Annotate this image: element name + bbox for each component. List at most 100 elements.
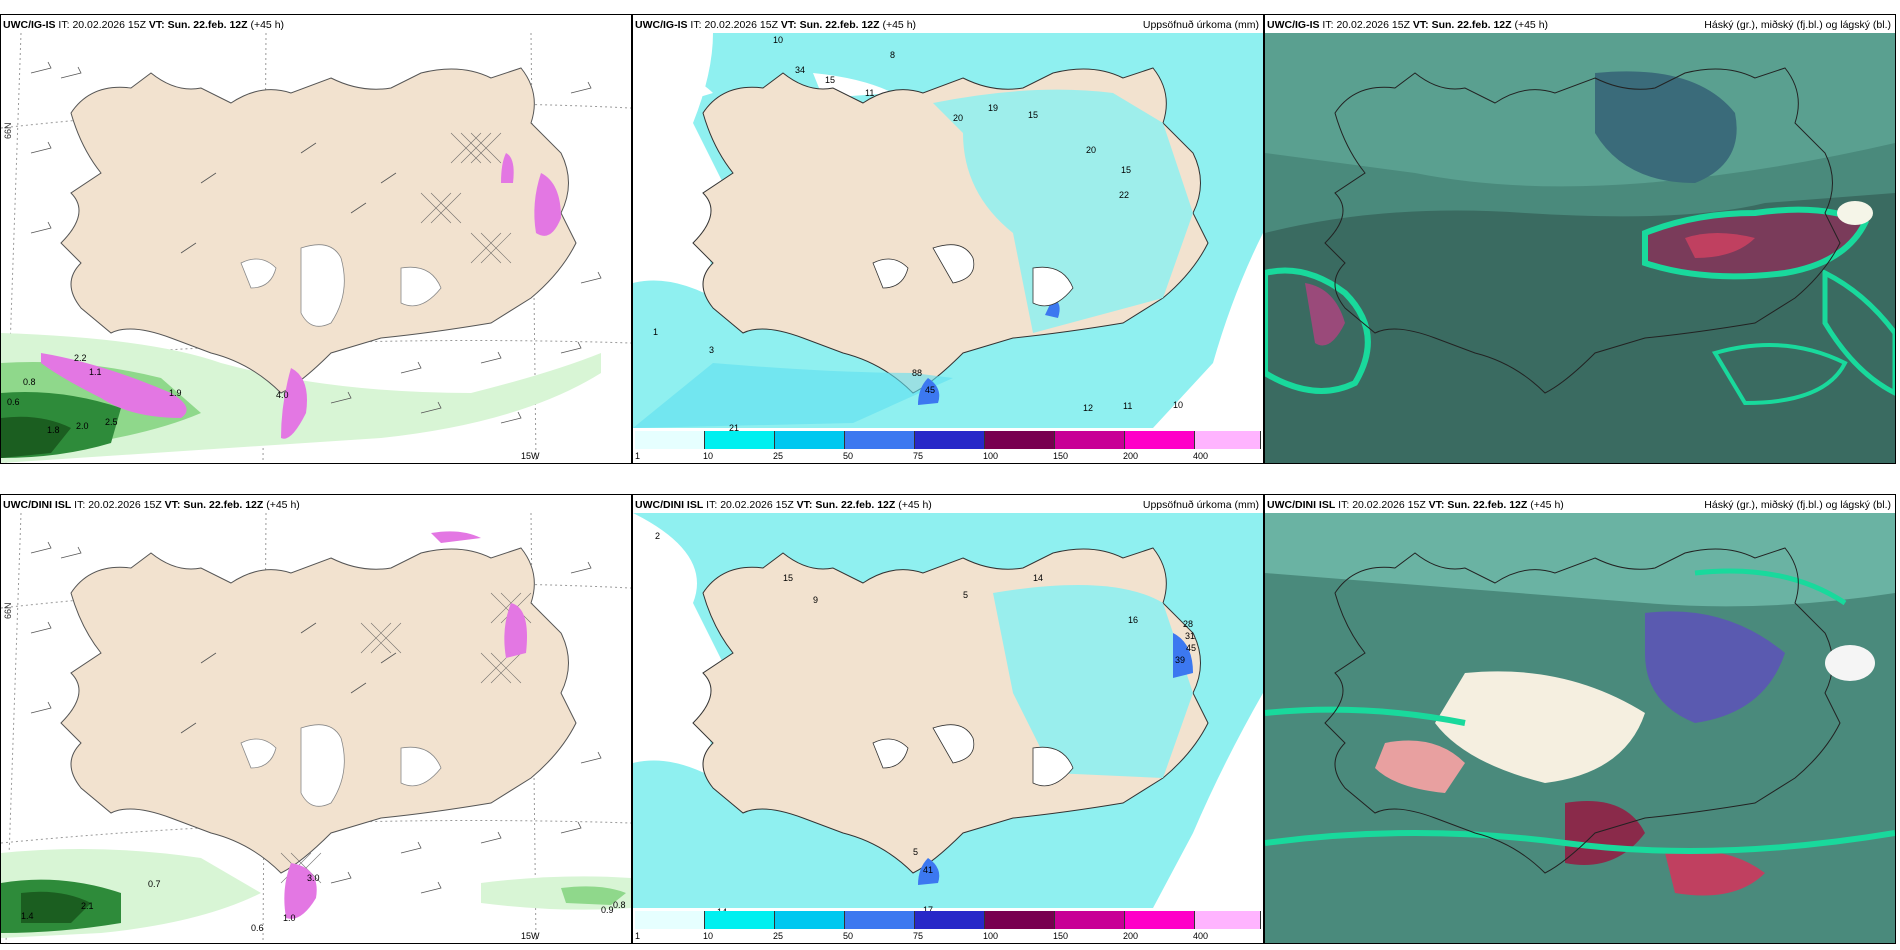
precip-title: Uppsöfnuð úrkoma (mm): [1142, 499, 1259, 511]
colorbar-segment: [1125, 431, 1195, 449]
colorbar-label: 400: [1193, 931, 1209, 941]
precip-value: 11: [1123, 401, 1133, 411]
colorbar-segment: [1195, 431, 1261, 449]
wind-label: 1.0: [283, 913, 296, 923]
precip-value: 31: [1185, 631, 1196, 641]
wind-label: 2.5: [105, 417, 118, 427]
panel-header: UWC/IG-IS IT: 20.02.2026 15Z VT: Sun. 22…: [1267, 19, 1549, 31]
precip-value: 17: [923, 905, 934, 915]
colorbar-label: 10: [703, 451, 714, 461]
colorbar-label: 50: [843, 931, 854, 941]
colorbar-label: 50: [843, 451, 854, 461]
colorbar-segment: [1125, 911, 1195, 929]
precip-value: 15: [1028, 110, 1039, 120]
panel-header: UWC/DINI ISL IT: 20.02.2026 15Z VT: Sun.…: [3, 499, 300, 511]
colorbar-label: 1: [635, 931, 641, 941]
cloud-map-svg: [1265, 33, 1895, 463]
colorbar-segment: [845, 911, 915, 929]
wind-map-bottom: UWC/DINI ISL IT: 20.02.2026 15Z VT: Sun.…: [0, 494, 632, 944]
colorbar-segment: [985, 911, 1055, 929]
lat-label: 66N: [3, 602, 13, 619]
precip-map-top: UWC/IG-IS IT: 20.02.2026 15Z VT: Sun. 22…: [632, 14, 1264, 464]
wind-label: 3.0: [307, 873, 320, 883]
colorbar-segment: [635, 431, 705, 449]
colorbar-segment: [845, 431, 915, 449]
precip-value: 11: [865, 88, 875, 98]
cloud-title: Háský (gr.), miðský (fj.bl.) og lágský (…: [1704, 19, 1891, 31]
wind-map-svg: [1, 33, 631, 463]
precip-value: 21: [729, 423, 740, 433]
wind-label: 0.6: [7, 397, 20, 407]
precip-value: 8: [890, 50, 896, 60]
precip-value: 45: [925, 385, 936, 395]
precip-value: 3: [709, 345, 715, 355]
colorbar-segment: [775, 431, 845, 449]
colorbar-segment: [705, 911, 775, 929]
colorbar-segment: [1055, 911, 1125, 929]
cloud-title: Háský (gr.), miðský (fj.bl.) og lágský (…: [1704, 499, 1891, 511]
precip-value: 20: [1086, 145, 1097, 155]
panel-header: UWC/DINI ISL IT: 20.02.2026 15Z VT: Sun.…: [1267, 499, 1564, 511]
wind-label: 0.7: [148, 879, 161, 889]
colorbar-label: 75: [913, 931, 924, 941]
precip-value: 41: [923, 865, 934, 875]
wind-label: 1.8: [47, 425, 60, 435]
colorbar-label: 1: [635, 451, 641, 461]
colorbar-label: 75: [913, 451, 924, 461]
precip-value: 28: [1183, 619, 1194, 629]
precip-value: 15: [783, 573, 794, 583]
lat-label: 66N: [3, 122, 13, 139]
colorbar-segment: [635, 911, 705, 929]
colorbar-label: 400: [1193, 451, 1209, 461]
precip-value: 22: [1119, 190, 1130, 200]
wind-map-svg: [1, 513, 631, 943]
wind-label: 0.8: [613, 900, 626, 910]
wind-label: 2.0: [76, 421, 89, 431]
wind-map-top: UWC/IG-IS IT: 20.02.2026 15Z VT: Sun. 22…: [0, 14, 632, 464]
precip-value: 34: [795, 65, 806, 75]
colorbar-label: 25: [773, 931, 784, 941]
precip-value: 15: [1121, 165, 1132, 175]
colorbar-label: 100: [983, 931, 999, 941]
precip-value: 12: [1083, 403, 1094, 413]
wind-label: 2.1: [81, 901, 94, 911]
cloud-map-svg: [1265, 513, 1895, 943]
precip-map-svg: [633, 513, 1263, 908]
panel-header: UWC/IG-IS IT: 20.02.2026 15Z VT: Sun. 22…: [3, 19, 285, 31]
cloud-map-bottom: UWC/DINI ISL IT: 20.02.2026 15Z VT: Sun.…: [1264, 494, 1896, 944]
precip-value: 39: [1175, 655, 1186, 665]
precip-value: 10: [1173, 400, 1184, 410]
wind-label: 4.0: [276, 390, 289, 400]
precip-value: 16: [1128, 615, 1139, 625]
precip-value: 88: [912, 368, 923, 378]
wind-label: 2.2: [74, 353, 87, 363]
colorbar-segment: [915, 431, 985, 449]
wind-label: 0.9: [601, 905, 614, 915]
colorbar-segment: [1195, 911, 1261, 929]
colorbar-segment: [915, 911, 985, 929]
precip-value: 45: [1186, 643, 1197, 653]
panel-header: UWC/DINI ISL IT: 20.02.2026 15Z VT: Sun.…: [635, 499, 932, 511]
precip-map-svg: [633, 33, 1263, 428]
cloud-map-top: UWC/IG-IS IT: 20.02.2026 15Z VT: Sun. 22…: [1264, 14, 1896, 464]
colorbar-label: 200: [1123, 931, 1139, 941]
precip-value: 1: [653, 327, 659, 337]
lon-label: 15W: [521, 931, 540, 941]
colorbar-segment: [705, 431, 775, 449]
colorbar-label: 100: [983, 451, 999, 461]
precip-value: 14: [1033, 573, 1044, 583]
precip-value: 10: [773, 35, 784, 45]
precip-colorbar: 1 10 25 50 75 100 150 200 400: [635, 431, 1261, 461]
precip-value: 2: [655, 531, 661, 541]
wind-label: 1.1: [89, 367, 102, 377]
precip-map-bottom: UWC/DINI ISL IT: 20.02.2026 15Z VT: Sun.…: [632, 494, 1264, 944]
precip-value: 15: [825, 75, 836, 85]
wind-label: 0.8: [23, 377, 36, 387]
colorbar-label: 150: [1053, 451, 1069, 461]
precip-value: 9: [813, 595, 819, 605]
panel-header: UWC/IG-IS IT: 20.02.2026 15Z VT: Sun. 22…: [635, 19, 917, 31]
colorbar-label: 150: [1053, 931, 1069, 941]
colorbar-label: 200: [1123, 451, 1139, 461]
colorbar-segment: [1055, 431, 1125, 449]
precip-value: 19: [988, 103, 999, 113]
